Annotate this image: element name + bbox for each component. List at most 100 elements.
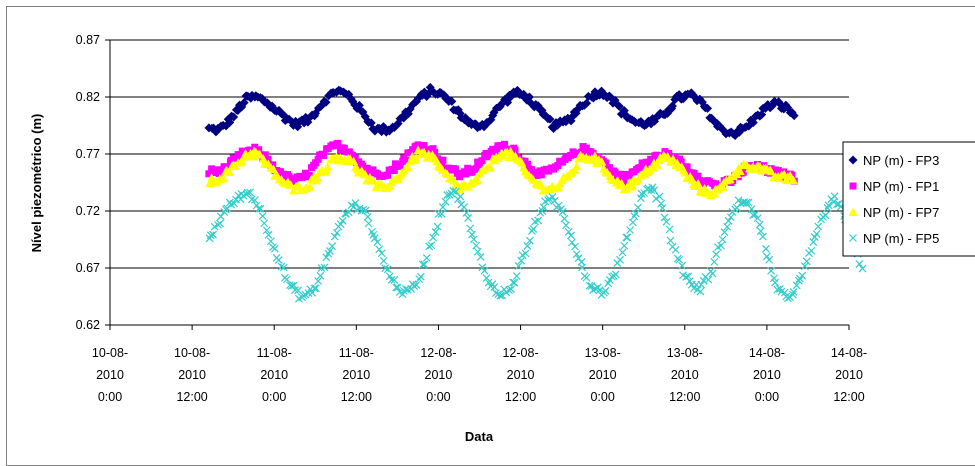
data-point: [279, 263, 288, 272]
y-tick-label: 0.67: [76, 261, 100, 275]
data-point: [590, 151, 600, 160]
data-point: [471, 119, 481, 129]
data-point: [311, 284, 320, 293]
data-point: [767, 266, 775, 275]
data-point: [630, 212, 639, 221]
data-point: [678, 261, 687, 270]
data-point: [667, 101, 677, 111]
data-point: [321, 97, 331, 107]
data-point: [631, 209, 640, 218]
data-point: [422, 254, 431, 262]
data-point: [351, 154, 359, 162]
data-point: [441, 197, 450, 206]
data-point: [412, 280, 421, 289]
data-point: [381, 264, 390, 273]
data-point: [505, 286, 514, 294]
data-point: [539, 203, 548, 212]
data-point: [800, 262, 809, 271]
data-point: [766, 166, 776, 176]
data-point: [239, 98, 249, 108]
data-point: [437, 210, 446, 218]
data-point: [429, 145, 437, 153]
data-point: [209, 230, 217, 239]
data-point: [286, 180, 296, 189]
data-point: [717, 241, 725, 250]
data-point: [529, 225, 538, 233]
data-point: [462, 208, 471, 217]
data-point: [704, 275, 713, 284]
data-point: [225, 167, 235, 176]
data-point: [751, 210, 760, 219]
data-point: [789, 111, 799, 121]
data-point: [762, 244, 770, 253]
x-tick-label: 0:00: [755, 390, 779, 404]
data-point: [802, 257, 811, 266]
data-point: [616, 255, 624, 264]
data-point: [617, 178, 627, 188]
data-point: [537, 171, 545, 179]
data-point: [243, 188, 252, 197]
x-tick-label: 2010: [260, 368, 288, 382]
y-tick-label: 0.77: [76, 147, 100, 161]
y-axis-title: Nível piezométrico (m): [29, 114, 44, 253]
data-point: [236, 152, 244, 160]
data-point: [833, 200, 841, 209]
data-point: [506, 92, 516, 102]
data-point: [577, 148, 585, 156]
data-point: [384, 171, 392, 179]
series-4: [205, 183, 867, 303]
data-point: [533, 172, 541, 180]
data-point: [274, 256, 283, 264]
data-point: [416, 272, 425, 281]
data-point: [697, 280, 706, 289]
data-point: [312, 173, 322, 182]
x-tick-label: 13-08-: [585, 346, 621, 360]
data-point: [814, 222, 823, 231]
data-point: [623, 233, 632, 242]
series-2: [205, 139, 798, 191]
data-point: [582, 98, 592, 108]
x-tick-label: 2010: [178, 368, 206, 382]
data-point: [572, 250, 581, 259]
data-point: [410, 282, 419, 291]
data-point: [525, 236, 534, 245]
data-point: [683, 163, 691, 171]
data-point: [291, 286, 299, 295]
data-point: [548, 193, 557, 202]
data-point: [418, 260, 427, 269]
data-point: [370, 234, 379, 243]
x-tick-label: 12:00: [176, 390, 207, 404]
data-point: [524, 160, 532, 168]
data-point: [215, 170, 223, 178]
y-tick-label: 0.62: [76, 318, 100, 332]
data-point: [608, 272, 616, 281]
data-point: [310, 284, 319, 293]
data-point: [507, 285, 515, 294]
data-point: [620, 178, 628, 186]
x-tick-label: 12-08-: [502, 346, 538, 360]
data-point: [514, 261, 523, 270]
data-point: [258, 212, 267, 221]
data-point: [776, 169, 784, 177]
grid-layer: [110, 39, 849, 269]
data-point: [229, 112, 239, 122]
data-point: [554, 201, 563, 210]
legend-marker: [848, 207, 858, 216]
data-point: [726, 213, 735, 222]
axis-layer: [105, 39, 850, 330]
x-tick-label: 2010: [753, 368, 781, 382]
data-point: [677, 158, 685, 166]
data-point: [724, 216, 733, 225]
data-point: [657, 199, 666, 208]
data-point: [216, 212, 225, 221]
data-point: [251, 196, 259, 205]
data-point: [581, 149, 589, 157]
data-point: [611, 270, 620, 279]
data-point: [472, 165, 480, 173]
data-point: [379, 256, 388, 265]
legend-box: [842, 141, 975, 257]
data-point: [319, 151, 327, 159]
data-point: [757, 110, 767, 120]
data-point: [266, 237, 275, 246]
data-point: [703, 103, 713, 113]
